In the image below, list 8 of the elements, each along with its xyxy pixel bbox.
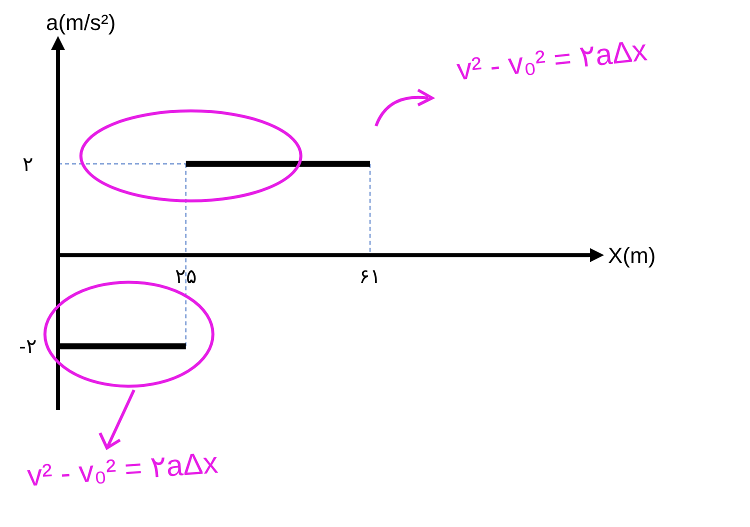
x-tick-label: ۶۱: [359, 266, 382, 288]
x-axis-title: X(m): [608, 243, 656, 268]
y-tick-label: ۲: [22, 154, 34, 176]
y-axis-title: a(m/s²): [46, 10, 116, 35]
text: v² - v₀² = ۲aΔx: [26, 446, 220, 493]
y-tick-label: -۲: [19, 336, 37, 358]
annotation: v² - v₀² = ۲aΔx: [455, 34, 649, 87]
x-tick-label: ۲۵: [174, 266, 197, 288]
